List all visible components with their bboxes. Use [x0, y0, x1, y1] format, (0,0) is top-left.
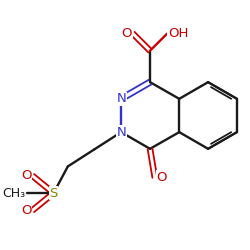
Text: S: S	[49, 186, 58, 200]
Text: O: O	[21, 204, 32, 217]
Text: O: O	[157, 171, 167, 184]
Text: OH: OH	[168, 27, 188, 40]
Text: O: O	[122, 27, 132, 40]
Text: O: O	[21, 170, 32, 182]
Text: CH₃: CH₃	[2, 186, 25, 200]
Text: N: N	[116, 126, 126, 139]
Text: N: N	[116, 92, 126, 105]
